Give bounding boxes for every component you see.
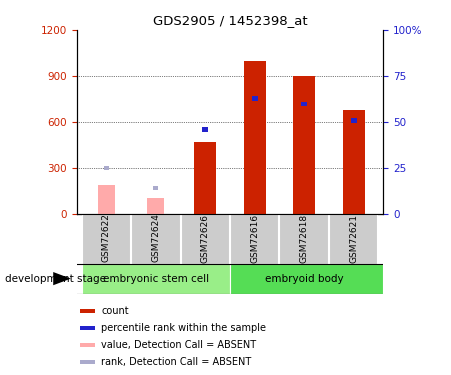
Bar [329, 214, 377, 264]
Bar [153, 186, 158, 190]
Bar [147, 198, 165, 214]
Text: GSM72622: GSM72622 [102, 214, 111, 262]
Text: embryoid body: embryoid body [265, 274, 344, 284]
Bar [343, 110, 365, 214]
Text: development stage: development stage [5, 274, 106, 284]
Text: value, Detection Call = ABSENT: value, Detection Call = ABSENT [101, 340, 256, 350]
Text: GSM72618: GSM72618 [300, 213, 308, 262]
Text: GSM72626: GSM72626 [201, 213, 210, 262]
Bar [80, 343, 96, 347]
Bar [293, 76, 315, 214]
Bar [80, 360, 96, 364]
Bar [131, 214, 179, 264]
Bar [230, 214, 278, 264]
Bar [351, 118, 357, 123]
Text: GSM72616: GSM72616 [250, 213, 259, 262]
Polygon shape [53, 272, 71, 285]
Bar [202, 128, 208, 132]
Bar [252, 96, 258, 101]
Text: embryonic stem cell: embryonic stem cell [103, 274, 209, 284]
Bar [80, 326, 96, 330]
Text: GSM72624: GSM72624 [152, 214, 160, 262]
Bar [180, 214, 229, 264]
Text: GSM72621: GSM72621 [349, 213, 358, 262]
Bar [98, 185, 115, 214]
Bar [194, 142, 216, 214]
Bar [104, 166, 109, 170]
Bar [82, 264, 230, 294]
Text: count: count [101, 306, 129, 316]
Bar [301, 102, 307, 106]
Bar [80, 309, 96, 313]
Text: percentile rank within the sample: percentile rank within the sample [101, 323, 266, 333]
Title: GDS2905 / 1452398_at: GDS2905 / 1452398_at [153, 15, 307, 27]
Bar [280, 214, 328, 264]
Bar [82, 214, 130, 264]
Bar [244, 61, 266, 214]
Text: rank, Detection Call = ABSENT: rank, Detection Call = ABSENT [101, 357, 251, 367]
Bar [230, 264, 383, 294]
